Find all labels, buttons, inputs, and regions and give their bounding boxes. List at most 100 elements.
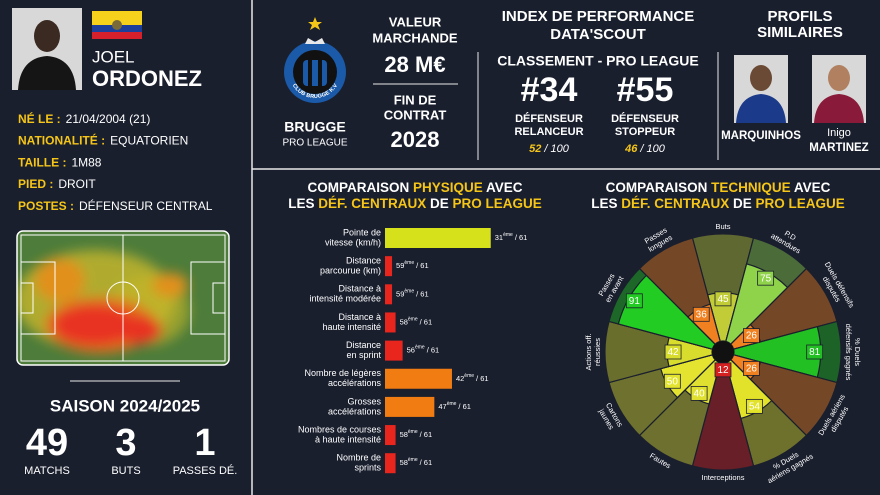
similar-title: SIMILAIRES [757, 24, 843, 41]
contract-title: CONTRAT [384, 107, 447, 122]
rank-value: 58 [400, 430, 408, 439]
title-part: LES [288, 196, 318, 211]
bar [385, 284, 393, 305]
category-label: parcourue (km) [320, 266, 381, 276]
market-title: MARCHANDE [372, 30, 458, 45]
role: RELANCEUR [514, 126, 583, 138]
first-name: JOEL [92, 47, 135, 66]
rank-value: 56 [407, 346, 415, 355]
score-value: 46 [624, 143, 638, 155]
value-box [757, 270, 775, 286]
title-part: COMPARAISON [307, 180, 413, 195]
category-label: intensité modérée [309, 294, 381, 304]
title-part: PRO LEAGUE [756, 196, 845, 211]
value-label: 47ème/ 61 [438, 401, 471, 411]
rank-suffix: ème [404, 260, 414, 266]
rank-suffix: ème [408, 458, 418, 464]
category-group: Buts [715, 222, 730, 231]
title-part: LES [591, 196, 621, 211]
stat-value: 3 [115, 422, 136, 464]
title-part: PHYSIQUE [413, 180, 483, 195]
category-label: Nombres de courses [298, 424, 382, 434]
rank-suffix: ème [404, 289, 414, 295]
value-box [664, 344, 682, 360]
chart-title: LES DÉF. CENTRAUX DE PRO LEAGUE [591, 196, 845, 211]
category-label: vitesse (km/h) [325, 237, 381, 247]
category-label: défensifs gagnés [844, 324, 853, 381]
bar [385, 340, 403, 361]
season-title: SAISON 2024/2025 [50, 396, 200, 415]
rank-total: / 61 [420, 317, 433, 326]
center-hole [712, 341, 734, 363]
category-label: accélérations [328, 406, 382, 416]
index-title: INDEX DE PERFORMANCE [502, 8, 695, 25]
category-label: Grosses [347, 396, 381, 406]
stat-value: 1 [194, 422, 215, 464]
rank: #34 [521, 71, 578, 109]
club-league: PRO LEAGUE [282, 138, 347, 149]
market-value: 28 M€ [384, 52, 445, 77]
score-max: / 100 [639, 143, 665, 155]
category-label: Actions off. [584, 334, 593, 371]
chart-title: LES DÉF. CENTRAUX DE PRO LEAGUE [288, 196, 542, 211]
value-label: 42ème/ 61 [456, 373, 489, 383]
title-part: DE [426, 196, 452, 211]
role: DÉFENSEUR [515, 112, 583, 125]
info-row: PIED : DROIT [18, 177, 96, 191]
rank-value: 47 [438, 402, 446, 411]
value-box [743, 361, 760, 376]
value-label: 45 [717, 294, 729, 305]
contract-end: 2028 [391, 127, 440, 152]
score-value: 52 [529, 143, 541, 155]
info-value: EQUATORIEN [110, 134, 188, 148]
value-label: 36 [696, 309, 708, 320]
rank-total: / 61 [427, 346, 440, 355]
value-label: 54 [749, 402, 761, 413]
title-part: AVEC [483, 180, 523, 195]
info-value: DÉFENSEUR CENTRAL [79, 198, 213, 213]
rank-value: 59 [396, 261, 404, 270]
title-part: COMPARAISON [606, 180, 712, 195]
similar-name: MARQUINHOS [721, 130, 801, 142]
value-label: 42 [667, 347, 679, 358]
chart-title: COMPARAISON PHYSIQUE AVEC [307, 180, 522, 195]
category-label: en sprint [346, 350, 381, 360]
index-title: DATA'SCOUT [550, 26, 646, 43]
category-label: Distance [346, 256, 381, 266]
rank-value: 31 [495, 233, 503, 242]
value-label: 50 [667, 376, 679, 387]
role: DÉFENSEUR [611, 112, 679, 125]
info-row: NÉ LE : 21/04/2004 (21) [18, 111, 150, 126]
title-part: AVEC [791, 180, 831, 195]
title-part: DE [729, 196, 755, 211]
stat-label: BUTS [111, 465, 140, 477]
value-label: 26 [746, 364, 758, 375]
bar [385, 396, 435, 417]
value-box [663, 373, 681, 389]
value-label: 40 [694, 389, 706, 400]
category-label: haute intensité [322, 322, 381, 332]
value-box [806, 344, 824, 360]
title-part: TECHNIQUE [711, 180, 791, 195]
rank-suffix: ème [447, 401, 457, 407]
market-title: VALEUR [389, 14, 442, 29]
bar [385, 228, 491, 248]
category-label: % Duels [853, 338, 862, 366]
value-label: 59ème/ 61 [396, 289, 429, 299]
info-value: 21/04/2004 (21) [66, 112, 151, 126]
info-label: NÉ LE : [18, 111, 61, 126]
category-label: Distance à [338, 284, 381, 294]
score-max: / 100 [543, 143, 569, 155]
category-label: Nombre de [336, 453, 381, 463]
chart-title: COMPARAISON TECHNIQUE AVEC [606, 180, 831, 195]
bar [385, 453, 396, 474]
info-label: NATIONALITÉ : [18, 133, 105, 148]
similar-title: PROFILS [767, 8, 832, 25]
value-box [714, 291, 732, 307]
category-label: à haute intensité [315, 434, 381, 444]
info-label: PIED : [18, 177, 53, 191]
stat-label: MATCHS [24, 465, 70, 477]
bar [385, 425, 396, 446]
